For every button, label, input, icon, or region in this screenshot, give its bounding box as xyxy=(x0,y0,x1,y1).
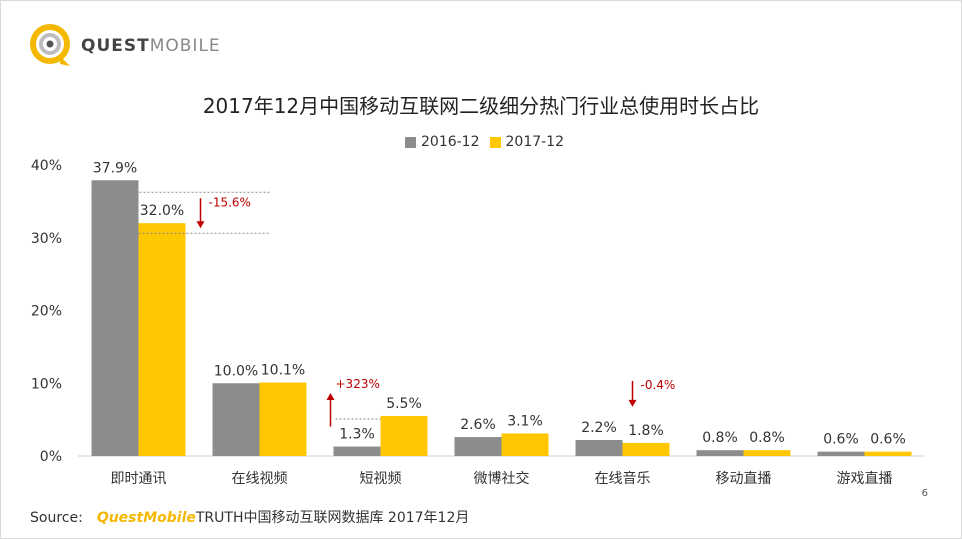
data-label: 0.6% xyxy=(870,432,906,448)
bar-2016 xyxy=(454,437,502,456)
bar-2016 xyxy=(817,451,865,456)
logo-ring-icon xyxy=(30,24,70,66)
y-tick-label: 20% xyxy=(31,304,62,320)
data-label: 2.6% xyxy=(460,417,496,433)
y-tick-label: 40% xyxy=(31,158,62,174)
bar-2017 xyxy=(622,442,670,456)
y-tick-label: 0% xyxy=(40,449,62,465)
source-text: TRUTH中国移动互联网数据库 2017年12月 xyxy=(195,510,470,526)
annotation-label: +323% xyxy=(336,377,380,391)
bar-2017 xyxy=(138,223,186,456)
source-brand: QuestMobile xyxy=(96,510,196,526)
y-tick-label: 30% xyxy=(31,231,62,247)
bar-2017 xyxy=(864,451,912,456)
chart-title: 2017年12月中国移动互联网二级细分热门行业总使用时长占比 xyxy=(202,94,760,118)
x-tick-label: 游戏直播 xyxy=(837,470,893,487)
bar-2016 xyxy=(575,439,623,456)
bar-2017 xyxy=(743,450,791,456)
data-label: 0.8% xyxy=(749,430,785,446)
data-label: 5.5% xyxy=(386,396,422,412)
data-label: 2.2% xyxy=(581,420,617,436)
questmobile-logo: QUESTMOBILE xyxy=(26,22,286,70)
annotation-label: -15.6% xyxy=(209,195,251,209)
data-label: 10.0% xyxy=(214,363,258,379)
down-arrow-head-icon xyxy=(196,221,205,229)
logo-wordmark: QUESTMOBILE xyxy=(81,36,221,56)
legend-swatch-2017 xyxy=(489,136,501,148)
bar-2016 xyxy=(696,450,744,456)
y-tick-label: 10% xyxy=(31,376,62,392)
x-tick-label: 短视频 xyxy=(360,471,402,487)
logo-bold: QUEST xyxy=(81,36,150,56)
x-tick-label: 即时通讯 xyxy=(111,471,167,487)
bar-2016 xyxy=(91,180,139,456)
data-label: 0.8% xyxy=(702,430,738,446)
data-label: 3.1% xyxy=(507,413,543,429)
down-arrow-head-icon xyxy=(628,399,637,407)
x-tick-label: 在线视频 xyxy=(232,471,288,487)
up-arrow-head-icon xyxy=(326,392,335,400)
data-label: 1.8% xyxy=(628,423,664,439)
bar-2016 xyxy=(333,446,381,456)
source-line: Source: QuestMobileTRUTH中国移动互联网数据库 2017年1… xyxy=(30,507,469,527)
legend-item-2017: 2017-12 xyxy=(489,134,565,150)
data-label: 37.9% xyxy=(93,160,137,176)
data-label: 10.1% xyxy=(261,363,305,379)
page-number: 6 xyxy=(921,488,928,499)
bar-2017 xyxy=(380,415,428,456)
data-label: 0.6% xyxy=(823,432,859,448)
data-label: 1.3% xyxy=(339,427,375,443)
logo-light: MOBILE xyxy=(149,36,221,56)
bar-2017 xyxy=(259,382,307,456)
bar-2017 xyxy=(501,433,549,456)
legend-label-2017: 2017-12 xyxy=(505,134,565,150)
data-label: 32.0% xyxy=(140,203,184,219)
chart-legend: 2016-12 2017-12 xyxy=(405,134,574,150)
x-tick-label: 微博社交 xyxy=(474,470,530,487)
annotation-label: -0.4% xyxy=(641,378,676,392)
source-label: Source: xyxy=(30,510,83,526)
legend-swatch-2016 xyxy=(405,136,416,148)
legend-label-2016: 2016-12 xyxy=(421,134,480,150)
x-tick-label: 在线音乐 xyxy=(595,470,651,487)
legend-item-2016: 2016-12 xyxy=(405,134,480,150)
bar-2016 xyxy=(212,383,260,456)
x-tick-label: 移动直播 xyxy=(716,470,772,487)
